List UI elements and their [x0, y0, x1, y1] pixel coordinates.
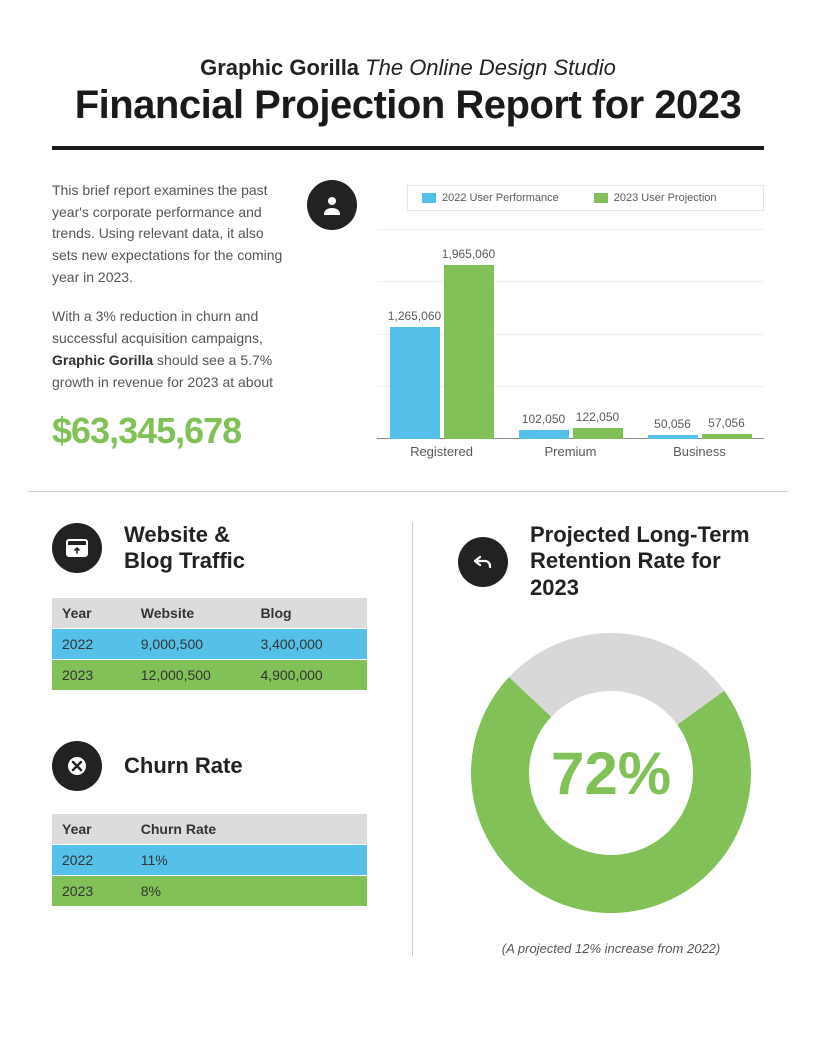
legend-label: 2022 User Performance — [442, 192, 559, 204]
table-header: Blog — [250, 598, 367, 628]
chart-bar: 57,056 — [702, 434, 752, 439]
table-row: 202312,000,5004,900,000 — [52, 660, 367, 690]
retention-percent: 72% — [461, 623, 761, 923]
company-name: Graphic Gorilla — [200, 55, 359, 80]
close-circle-icon — [52, 741, 102, 791]
table-cell: 9,000,500 — [131, 629, 251, 659]
legend-item: 2022 User Performance — [422, 192, 559, 204]
bar-group: 1,265,0601,965,060Registered — [377, 230, 506, 459]
company-tagline: The Online Design Studio — [365, 55, 616, 80]
traffic-table: YearWebsiteBlog 20229,000,5003,400,00020… — [52, 597, 367, 691]
header-divider — [52, 146, 764, 150]
retention-section: Projected Long-Term Retention Rate for 2… — [412, 522, 764, 956]
revenue-projection: $63,345,678 — [52, 403, 287, 459]
legend-item: 2023 User Projection — [594, 192, 717, 204]
legend-swatch — [422, 193, 436, 203]
user-bar-chart: 2022 User Performance 2023 User Projectio… — [317, 180, 764, 459]
table-row: 202211% — [52, 845, 367, 875]
category-label: Business — [635, 444, 764, 459]
company-line: Graphic Gorilla The Online Design Studio — [52, 55, 764, 81]
bar-value-label: 102,050 — [522, 412, 565, 426]
bar-group: 102,050 122,050 Premium — [506, 230, 635, 459]
retention-caption: (A projected 12% increase from 2022) — [458, 941, 764, 956]
intro-paragraph-1: This brief report examines the past year… — [52, 180, 287, 288]
table-cell: 2023 — [52, 876, 131, 906]
legend-label: 2023 User Projection — [614, 192, 717, 204]
traffic-title: Website & Blog Traffic — [124, 522, 245, 575]
table-cell: 2022 — [52, 845, 131, 875]
table-cell: 4,900,000 — [250, 660, 367, 690]
user-icon — [307, 180, 357, 230]
table-cell: 3,400,000 — [250, 629, 367, 659]
chart-bar: 1,265,060 — [390, 327, 440, 439]
chart-legend: 2022 User Performance 2023 User Projectio… — [407, 185, 764, 211]
report-title: Financial Projection Report for 2023 — [52, 83, 764, 128]
bar-value-label: 50,056 — [654, 417, 691, 431]
table-header: Year — [52, 814, 131, 844]
report-header: Graphic Gorilla The Online Design Studio… — [52, 55, 764, 128]
return-arrow-icon — [458, 537, 508, 587]
intro-text: This brief report examines the past year… — [52, 180, 287, 459]
retention-donut-chart: 72% — [461, 623, 761, 923]
intro-paragraph-2: With a 3% reduction in churn and success… — [52, 306, 287, 393]
browser-icon — [52, 523, 102, 573]
table-header: Churn Rate — [131, 814, 367, 844]
retention-title: Projected Long-Term Retention Rate for 2… — [530, 522, 764, 601]
table-cell: 11% — [131, 845, 367, 875]
table-row: 20229,000,5003,400,000 — [52, 629, 367, 659]
table-header: Website — [131, 598, 251, 628]
churn-table: YearChurn Rate 202211%20238% — [52, 813, 367, 907]
table-row: 20238% — [52, 876, 367, 906]
churn-section: Churn Rate YearChurn Rate 202211%20238% — [52, 741, 387, 907]
bar-value-label: 1,965,060 — [442, 247, 495, 261]
chart-bar: 1,965,060 — [444, 265, 494, 439]
table-cell: 8% — [131, 876, 367, 906]
chart-bar: 122,050 — [573, 428, 623, 439]
category-label: Registered — [377, 444, 506, 459]
mid-divider — [28, 491, 788, 492]
bar-value-label: 57,056 — [708, 416, 745, 430]
churn-title: Churn Rate — [124, 753, 243, 779]
bar-group: 50,056 57,056 Business — [635, 230, 764, 459]
table-cell: 12,000,500 — [131, 660, 251, 690]
chart-bar: 50,056 — [648, 435, 698, 439]
table-header: Year — [52, 598, 131, 628]
chart-bar: 102,050 — [519, 430, 569, 439]
traffic-section: Website & Blog Traffic YearWebsiteBlog 2… — [52, 522, 387, 691]
table-cell: 2022 — [52, 629, 131, 659]
legend-swatch — [594, 193, 608, 203]
table-cell: 2023 — [52, 660, 131, 690]
bar-value-label: 1,265,060 — [388, 309, 441, 323]
category-label: Premium — [506, 444, 635, 459]
bar-value-label: 122,050 — [576, 410, 619, 424]
